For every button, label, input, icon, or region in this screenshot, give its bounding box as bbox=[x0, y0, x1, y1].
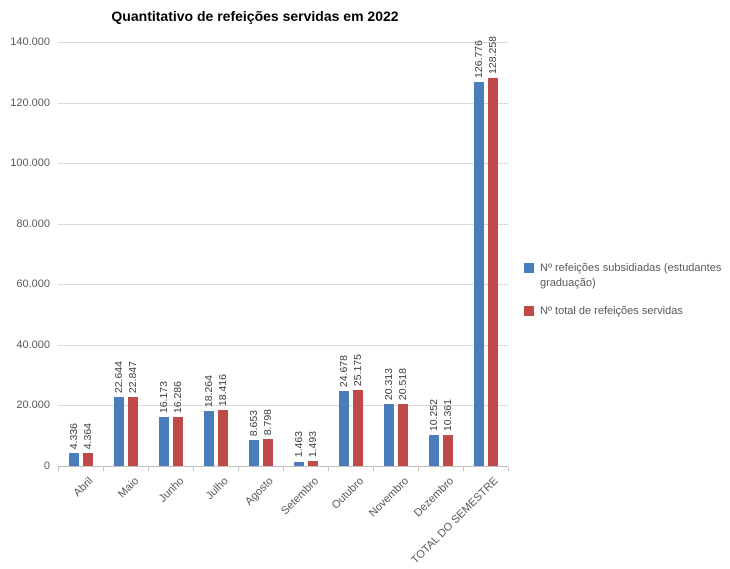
legend-item: Nº refeições subsidiadas (estudantes gra… bbox=[524, 261, 724, 291]
y-tick-label: 60.000 bbox=[16, 278, 50, 291]
bar-value-label: 24.678 bbox=[337, 355, 350, 388]
bar-value-label: 20.313 bbox=[382, 368, 395, 401]
gridline bbox=[58, 284, 508, 286]
y-tick-label: 140.000 bbox=[10, 36, 50, 48]
bar-series-2 bbox=[82, 452, 93, 466]
bar-value-label: 16.173 bbox=[157, 380, 170, 414]
bar-series-2 bbox=[127, 396, 138, 466]
gridline bbox=[58, 42, 508, 43]
x-category-label: Agosto bbox=[243, 475, 276, 508]
x-axis-tick bbox=[283, 467, 284, 471]
gridline bbox=[58, 163, 508, 165]
x-axis-tick bbox=[148, 467, 149, 471]
bar-series-1 bbox=[158, 417, 169, 466]
bar-value-label: 16.286 bbox=[171, 380, 184, 413]
bar-series-1 bbox=[68, 452, 79, 466]
bar-series-1 bbox=[383, 404, 394, 466]
bar-value-label: 22.847 bbox=[126, 360, 139, 393]
x-category-label: Novembro bbox=[366, 475, 411, 520]
bar-value-label: 4.364 bbox=[81, 422, 94, 449]
bar-value-label: 18.416 bbox=[216, 374, 229, 407]
legend-item: Nº total de refeições servidas bbox=[524, 304, 724, 319]
bar-value-label: 22.644 bbox=[112, 361, 125, 394]
x-axis-tick bbox=[463, 467, 464, 471]
bar-series-1 bbox=[248, 439, 259, 466]
x-category-label: Abril bbox=[71, 475, 96, 500]
y-tick-label: 20.000 bbox=[16, 399, 50, 412]
y-tick-label: 0 bbox=[43, 460, 50, 472]
gridline bbox=[58, 405, 508, 407]
y-tick-label: 40.000 bbox=[16, 338, 50, 351]
x-axis-tick bbox=[58, 467, 59, 471]
y-tick-label: 100.000 bbox=[10, 157, 50, 170]
x-axis-tick bbox=[418, 467, 419, 471]
legend: Nº refeições subsidiadas (estudantes gra… bbox=[524, 261, 724, 332]
x-category-label: TOTAL DO SEMESTRE bbox=[409, 475, 501, 567]
bar-series-1 bbox=[293, 461, 304, 466]
bar-value-label: 8.798 bbox=[261, 409, 274, 436]
bar-series-2 bbox=[352, 389, 363, 466]
bar-series-1 bbox=[473, 82, 484, 466]
bar-series-2 bbox=[487, 77, 498, 466]
x-axis-tick bbox=[508, 467, 509, 471]
legend-label: Nº refeições subsidiadas (estudantes gra… bbox=[540, 262, 722, 289]
legend-swatch-icon bbox=[524, 306, 534, 316]
bar-series-2 bbox=[442, 434, 453, 466]
bar-value-label: 4.336 bbox=[67, 422, 80, 449]
x-category-label: Dezembro bbox=[411, 475, 456, 520]
bar-value-label: 25.175 bbox=[351, 353, 364, 386]
x-category-label: Outubro bbox=[329, 475, 366, 512]
bar-series-2 bbox=[172, 416, 183, 466]
x-category-label: Julho bbox=[203, 475, 231, 503]
y-tick-label: 80.000 bbox=[16, 217, 50, 230]
bar-value-label: 8.653 bbox=[247, 409, 260, 436]
x-axis-tick bbox=[328, 467, 329, 471]
gridline bbox=[58, 344, 508, 346]
gridline bbox=[58, 223, 508, 225]
bar-series-1 bbox=[203, 410, 214, 466]
y-tick-label: 120.000 bbox=[10, 96, 50, 109]
x-axis-tick bbox=[193, 467, 194, 471]
legend-label: Nº total de refeições servidas bbox=[540, 305, 683, 317]
bar-value-label: 128.258 bbox=[486, 35, 499, 74]
x-axis-tick bbox=[373, 467, 374, 471]
bar-value-label: 126.776 bbox=[472, 40, 485, 79]
chart-title: Quantitativo de refeições servidas em 20… bbox=[111, 8, 399, 24]
bar-value-label: 1.463 bbox=[292, 431, 305, 458]
x-category-label: Setembro bbox=[278, 475, 321, 518]
bar-series-2 bbox=[262, 439, 273, 466]
bar-series-2 bbox=[217, 410, 228, 466]
bar-series-2 bbox=[307, 461, 318, 466]
x-category-label: Maio bbox=[115, 475, 141, 501]
gridline bbox=[58, 102, 508, 104]
bar-value-label: 10.252 bbox=[427, 398, 440, 431]
bar-value-label: 10.361 bbox=[441, 398, 454, 431]
x-axis-tick bbox=[238, 467, 239, 471]
bar-series-2 bbox=[397, 403, 408, 466]
x-axis-tick bbox=[103, 467, 104, 471]
legend-swatch-icon bbox=[524, 263, 534, 273]
bar-value-label: 20.518 bbox=[396, 367, 409, 400]
x-axis-line bbox=[58, 466, 508, 467]
bar-series-1 bbox=[428, 434, 439, 466]
bar-series-1 bbox=[338, 391, 349, 466]
bar-series-1 bbox=[113, 397, 124, 466]
x-category-label: Junho bbox=[156, 475, 186, 505]
bar-value-label: 1.493 bbox=[306, 431, 319, 458]
bar-value-label: 18.264 bbox=[202, 374, 215, 407]
